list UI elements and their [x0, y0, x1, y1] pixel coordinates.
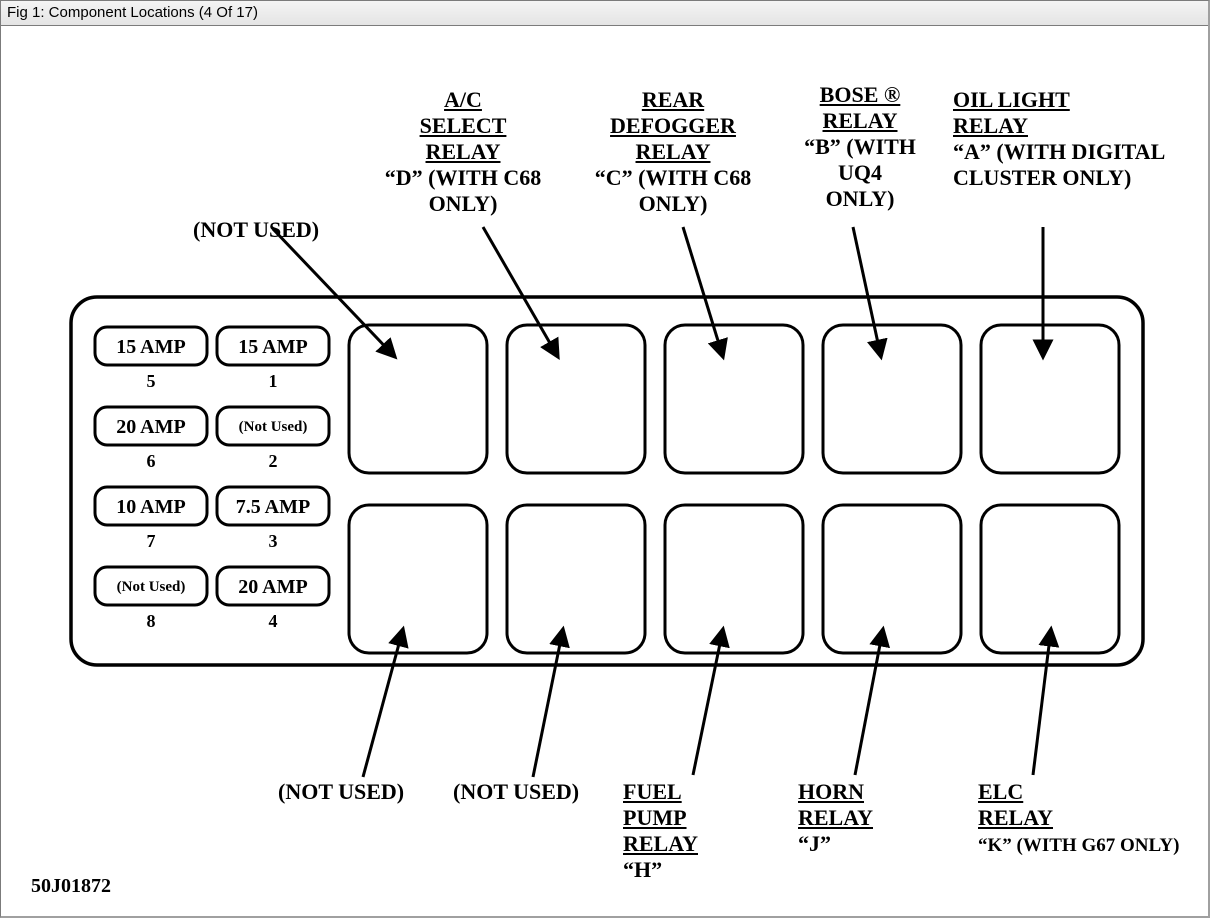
- label-not-used-bottom-1: (NOT USED): [278, 779, 404, 805]
- callout-arrow: [853, 227, 881, 357]
- figure-canvas: 15 AMP 5 20 AMP 6 10 AMP 7 (Not Used) 8 15 AMP 1 (…: [3, 27, 1206, 914]
- text: DEFOGGER: [610, 113, 736, 138]
- text: “J”: [798, 831, 831, 856]
- fuse-number: 8: [147, 611, 156, 631]
- relay-slot-bottom-3: [665, 505, 803, 653]
- label-horn-relay: HORN RELAY “J”: [798, 779, 918, 857]
- label-oil-light-relay: OIL LIGHT RELAY “A” (WITH DIGITAL CLUSTE…: [953, 87, 1203, 191]
- text: ONLY): [826, 186, 895, 211]
- text: RELAY: [636, 139, 711, 164]
- text: ELC: [978, 779, 1023, 804]
- label-bose-relay: BOSE ® RELAY “B” (WITH UQ4 ONLY): [795, 82, 925, 212]
- relay-slot-top-2: [507, 325, 645, 473]
- fuse-label: (Not Used): [117, 579, 186, 595]
- fuse-number: 4: [269, 611, 278, 631]
- figure-window: Fig 1: Component Locations (4 Of 17) 15 …: [0, 0, 1210, 918]
- relay-slot-top-3: [665, 325, 803, 473]
- text: RELAY: [426, 139, 501, 164]
- callout-arrow: [1033, 629, 1051, 775]
- label-elc-relay: ELC RELAY “K” (WITH G67 ONLY): [978, 779, 1188, 857]
- fuse-number: 3: [269, 531, 278, 551]
- callout-arrow: [363, 629, 403, 777]
- text: RELAY: [953, 113, 1028, 138]
- label-not-used-bottom-2: (NOT USED): [453, 779, 579, 805]
- document-id: 50J01872: [31, 875, 111, 898]
- text: FUEL: [623, 779, 682, 804]
- fuse-label: 10 AMP: [116, 496, 185, 518]
- fuse-label: 20 AMP: [116, 416, 185, 438]
- fuse-number: 1: [269, 371, 278, 391]
- text: UQ4: [838, 160, 882, 185]
- text: “A” (WITH DIGITAL CLUSTER ONLY): [953, 139, 1193, 191]
- label-rear-defogger-relay: REAR DEFOGGER RELAY “C” (WITH C68 ONLY): [583, 87, 763, 217]
- callout-arrow: [693, 629, 723, 775]
- text: SELECT: [420, 113, 507, 138]
- relay-slot-top-1: [349, 325, 487, 473]
- fuse-label: 15 AMP: [238, 336, 307, 358]
- text: “K” (WITH G67 ONLY): [978, 835, 1179, 857]
- text: RELAY: [623, 831, 698, 856]
- fuse-label: 7.5 AMP: [236, 496, 310, 518]
- text: OIL LIGHT: [953, 87, 1070, 112]
- fuse-label: (Not Used): [239, 419, 308, 435]
- text: BOSE ®: [820, 82, 901, 107]
- text: PUMP: [623, 805, 687, 830]
- callout-arrow: [483, 227, 558, 357]
- relay-slot-top-5: [981, 325, 1119, 473]
- relay-slot-top-4: [823, 325, 961, 473]
- text: RELAY: [823, 108, 898, 133]
- label-not-used-top: (NOT USED): [193, 217, 319, 243]
- text: HORN: [798, 779, 864, 804]
- fuse-label: 20 AMP: [238, 576, 307, 598]
- fuse-label: 15 AMP: [116, 336, 185, 358]
- text: REAR: [642, 87, 704, 112]
- text: “H”: [623, 857, 662, 882]
- relay-slot-bottom-1: [349, 505, 487, 653]
- relay-slot-bottom-2: [507, 505, 645, 653]
- fuse-number: 5: [147, 371, 156, 391]
- text: “C” (WITH C68 ONLY): [595, 165, 751, 216]
- text: “D” (WITH C68 ONLY): [385, 165, 541, 216]
- fuse-number: 6: [147, 451, 156, 471]
- text: RELAY: [798, 805, 873, 830]
- relay-slot-bottom-4: [823, 505, 961, 653]
- fuse-number: 7: [147, 531, 156, 551]
- figure-title: Fig 1: Component Locations (4 Of 17): [1, 1, 1208, 26]
- callout-arrow: [533, 629, 563, 777]
- callout-arrow: [683, 227, 723, 357]
- text: “B” (WITH: [804, 134, 916, 159]
- text: RELAY: [978, 805, 1053, 830]
- callout-arrow: [855, 629, 883, 775]
- fuse-number: 2: [269, 451, 278, 471]
- label-ac-select-relay: A/C SELECT RELAY “D” (WITH C68 ONLY): [373, 87, 553, 217]
- text: A/C: [444, 87, 482, 112]
- label-fuel-pump-relay: FUEL PUMP RELAY “H”: [623, 779, 743, 883]
